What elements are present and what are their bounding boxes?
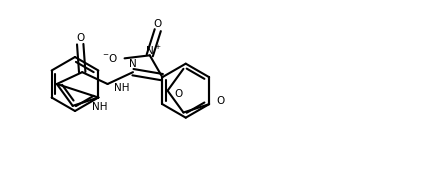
Text: O: O xyxy=(216,96,224,106)
Text: NH: NH xyxy=(92,102,107,111)
Text: N: N xyxy=(129,59,137,69)
Text: $^{-}$O: $^{-}$O xyxy=(102,52,119,64)
Text: N$^+$: N$^+$ xyxy=(146,44,162,57)
Text: O: O xyxy=(154,19,162,29)
Text: O: O xyxy=(175,89,183,99)
Text: O: O xyxy=(76,33,84,43)
Text: NH: NH xyxy=(113,83,129,93)
